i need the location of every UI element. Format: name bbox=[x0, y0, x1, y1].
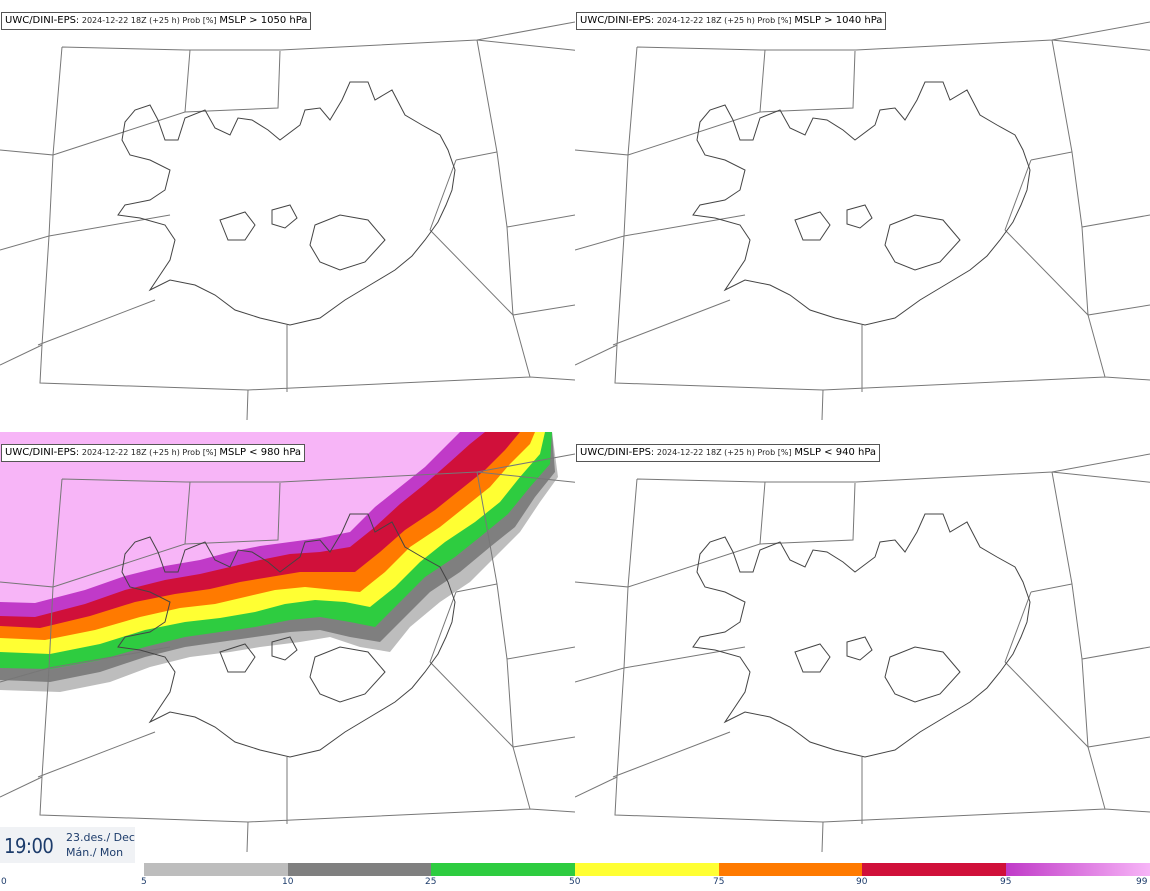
panel-title: UWC/DINI-EPS: 2024-12-22 18Z (+25 h) Pro… bbox=[1, 444, 306, 462]
colorbar-tick: 25 bbox=[425, 877, 437, 887]
map-canvas bbox=[575, 21, 1150, 420]
panel-variable: MSLP < 940 hPa bbox=[794, 447, 877, 458]
map-canvas bbox=[0, 432, 575, 852]
valid-hour: 19:00 bbox=[4, 834, 54, 858]
colorbar-segment bbox=[431, 863, 575, 876]
colorbar-tick: 90 bbox=[856, 877, 868, 887]
colorbar-segment bbox=[1006, 863, 1150, 876]
map-panel-mslp-lt-980: UWC/DINI-EPS: 2024-12-22 18Z (+25 h) Pro… bbox=[0, 432, 575, 852]
map-canvas bbox=[0, 21, 575, 420]
panel-variable: MSLP > 1050 hPa bbox=[219, 15, 308, 26]
panel-run: 2024-12-22 18Z (+25 h) Prob [%] bbox=[81, 16, 217, 25]
colorbar-segment bbox=[862, 863, 1006, 876]
panel-model: UWC/DINI-EPS bbox=[5, 447, 76, 458]
map-panel-mslp-lt-940: UWC/DINI-EPS: 2024-12-22 18Z (+25 h) Pro… bbox=[575, 432, 1150, 852]
map-panel-mslp-gt-1040: UWC/DINI-EPS: 2024-12-22 18Z (+25 h) Pro… bbox=[575, 0, 1150, 420]
colorbar: 0 5 10 25 50 75 90 95 99 bbox=[0, 862, 1150, 891]
map-panel-mslp-gt-1050: UWC/DINI-EPS: 2024-12-22 18Z (+25 h) Pro… bbox=[0, 0, 575, 420]
valid-day: Mán./ Mon bbox=[66, 846, 124, 859]
panel-model: UWC/DINI-EPS bbox=[580, 15, 651, 26]
probability-field bbox=[0, 432, 558, 692]
colorbar-tick: 10 bbox=[282, 877, 294, 887]
colorbar-segment bbox=[575, 863, 719, 876]
colorbar-segment bbox=[144, 863, 288, 876]
valid-time-box: 19:00 23.des./ Dec Mán./ Mon bbox=[0, 827, 135, 863]
colorbar-tick: 50 bbox=[569, 877, 581, 887]
panel-title: UWC/DINI-EPS: 2024-12-22 18Z (+25 h) Pro… bbox=[576, 12, 887, 30]
colorbar-tick: 0 bbox=[1, 877, 7, 887]
panel-title: UWC/DINI-EPS: 2024-12-22 18Z (+25 h) Pro… bbox=[576, 444, 881, 462]
panel-variable: MSLP < 980 hPa bbox=[219, 447, 302, 458]
colorbar-segment bbox=[288, 863, 431, 876]
colorbar-segment bbox=[719, 863, 862, 876]
colorbar-tick: 75 bbox=[713, 877, 725, 887]
colorbar-tick: 5 bbox=[141, 877, 147, 887]
map-canvas bbox=[575, 453, 1150, 852]
valid-date: 23.des./ Dec bbox=[66, 831, 135, 844]
panel-model: UWC/DINI-EPS bbox=[580, 447, 651, 458]
panel-run: 2024-12-22 18Z (+25 h) Prob [%] bbox=[656, 16, 792, 25]
panel-variable: MSLP > 1040 hPa bbox=[794, 15, 883, 26]
panel-title: UWC/DINI-EPS: 2024-12-22 18Z (+25 h) Pro… bbox=[1, 12, 312, 30]
panel-model: UWC/DINI-EPS bbox=[5, 15, 76, 26]
colorbar-tick: 95 bbox=[1000, 877, 1012, 887]
panel-run: 2024-12-22 18Z (+25 h) Prob [%] bbox=[656, 448, 792, 457]
colorbar-tick: 99 bbox=[1136, 877, 1148, 887]
panel-run: 2024-12-22 18Z (+25 h) Prob [%] bbox=[81, 448, 217, 457]
